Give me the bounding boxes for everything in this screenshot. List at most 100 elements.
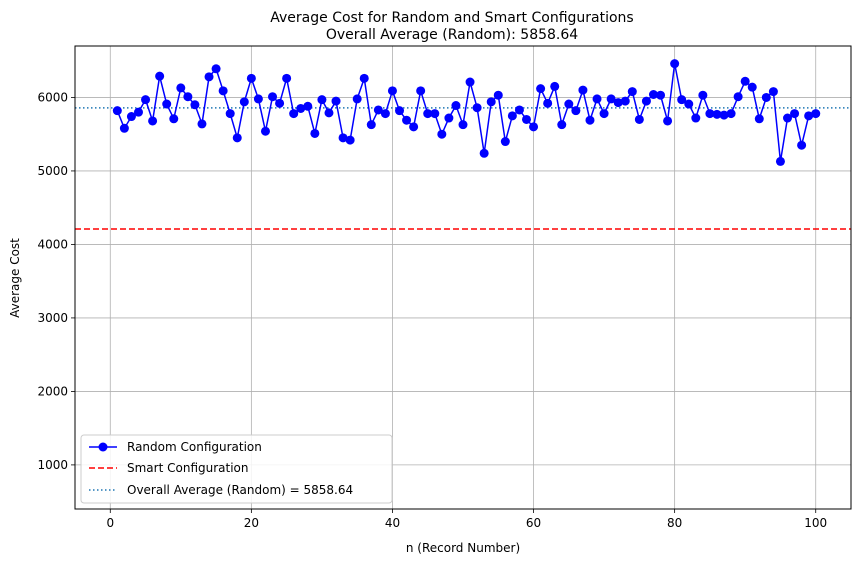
- random-configuration-point: [726, 109, 736, 119]
- y-tick-label: 3000: [37, 311, 68, 325]
- random-configuration-point: [183, 92, 193, 102]
- random-configuration-point: [338, 133, 348, 143]
- x-tick-label: 0: [106, 516, 114, 530]
- random-configuration-point: [472, 103, 482, 113]
- random-configuration-point: [557, 120, 567, 130]
- random-configuration-point: [740, 76, 750, 86]
- random-configuration-point: [253, 94, 263, 104]
- random-configuration-point: [811, 109, 821, 119]
- random-configuration-point: [345, 135, 355, 145]
- random-configuration-point: [366, 120, 376, 130]
- random-configuration-point: [402, 115, 412, 125]
- random-configuration-point: [797, 140, 807, 150]
- random-configuration-point: [239, 97, 249, 107]
- random-configuration-point: [578, 85, 588, 95]
- random-configuration-point: [684, 99, 694, 109]
- random-configuration-point: [232, 133, 242, 143]
- random-configuration-point: [430, 109, 440, 119]
- legend-label-random: Random Configuration: [127, 440, 262, 454]
- y-tick-label: 5000: [37, 164, 68, 178]
- random-configuration-point: [395, 106, 405, 116]
- random-configuration-point: [169, 114, 179, 124]
- legend-label-smart: Smart Configuration: [127, 461, 249, 475]
- x-tick-label: 40: [385, 516, 400, 530]
- random-configuration-point: [620, 96, 630, 106]
- random-configuration-point: [190, 100, 200, 110]
- plot-frame: [74, 45, 852, 510]
- random-configuration-point: [380, 109, 390, 119]
- random-configuration-point: [698, 90, 708, 100]
- random-configuration-point: [521, 114, 531, 124]
- random-configuration-point: [155, 71, 165, 81]
- random-configuration-point: [514, 105, 524, 115]
- random-configuration-point: [282, 73, 292, 83]
- random-configuration-point: [423, 109, 433, 119]
- random-configuration-point: [783, 113, 793, 123]
- random-configuration-point: [317, 95, 327, 105]
- random-configuration-point: [747, 82, 757, 92]
- x-tick-label: 100: [804, 516, 827, 530]
- random-configuration-point: [268, 92, 278, 102]
- random-configuration-point: [162, 99, 172, 109]
- random-configuration-point: [529, 122, 539, 132]
- random-configuration-point: [176, 83, 186, 93]
- random-configuration-point: [768, 87, 778, 97]
- random-configuration-point: [592, 94, 602, 104]
- y-tick-label: 4000: [37, 237, 68, 251]
- random-configuration-point: [204, 72, 214, 82]
- random-configuration-point: [804, 111, 814, 121]
- random-configuration-point: [437, 129, 447, 139]
- random-configuration-point: [775, 156, 785, 166]
- random-configuration-point: [486, 97, 496, 107]
- random-configuration-point: [571, 106, 581, 116]
- random-configuration-point: [536, 84, 546, 94]
- random-configuration-point: [112, 106, 122, 116]
- random-configuration-point: [543, 98, 553, 108]
- legend: Random Configuration Smart Configuration…: [80, 434, 393, 504]
- legend-box: [80, 434, 393, 504]
- random-configuration-point: [761, 92, 771, 102]
- x-axis-label: n (Record Number): [406, 541, 520, 555]
- random-configuration-point: [416, 86, 426, 96]
- random-configuration-point: [359, 73, 369, 83]
- y-tick-label: 6000: [37, 90, 68, 104]
- random-configuration-point: [331, 96, 341, 106]
- random-configuration-point: [550, 81, 560, 91]
- random-configuration-line: [116, 63, 816, 162]
- random-configuration-point: [677, 95, 687, 105]
- random-configuration-point: [500, 137, 510, 147]
- random-configuration-point: [211, 64, 221, 74]
- legend-marker-random: [98, 442, 108, 452]
- random-configuration-point: [656, 90, 666, 100]
- random-configuration-point: [148, 116, 158, 126]
- random-configuration-point: [613, 98, 623, 108]
- x-tick-label: 80: [667, 516, 682, 530]
- random-configuration-point: [260, 126, 270, 136]
- random-configuration-point: [712, 109, 722, 119]
- random-configuration-point: [585, 115, 595, 125]
- x-tick-label: 20: [244, 516, 259, 530]
- random-configuration-point: [648, 90, 658, 100]
- random-configuration-point: [599, 109, 609, 119]
- series-layer: [112, 59, 821, 166]
- random-configuration-point: [296, 103, 306, 113]
- x-tick-label: 60: [526, 516, 541, 530]
- random-configuration-point: [133, 107, 143, 117]
- random-configuration-point: [444, 113, 454, 123]
- y-tick-label: 1000: [37, 458, 68, 472]
- random-configuration-point: [197, 119, 207, 129]
- random-configuration-point: [218, 86, 228, 96]
- random-configuration-point: [275, 98, 285, 108]
- random-configuration-point: [451, 101, 461, 111]
- random-configuration-point: [352, 94, 362, 104]
- random-configuration-point: [641, 96, 651, 106]
- random-configuration-point: [303, 101, 313, 111]
- tick-layer: 0 20 40 60 80 100 1000 2000 3000 4000 5000 6000: [37, 90, 827, 530]
- random-configuration-point: [465, 77, 475, 87]
- random-configuration-point: [493, 90, 503, 100]
- random-configuration-point: [458, 120, 468, 130]
- random-configuration-point: [246, 73, 256, 83]
- random-configuration-point: [663, 116, 673, 126]
- random-configuration-point: [141, 95, 151, 105]
